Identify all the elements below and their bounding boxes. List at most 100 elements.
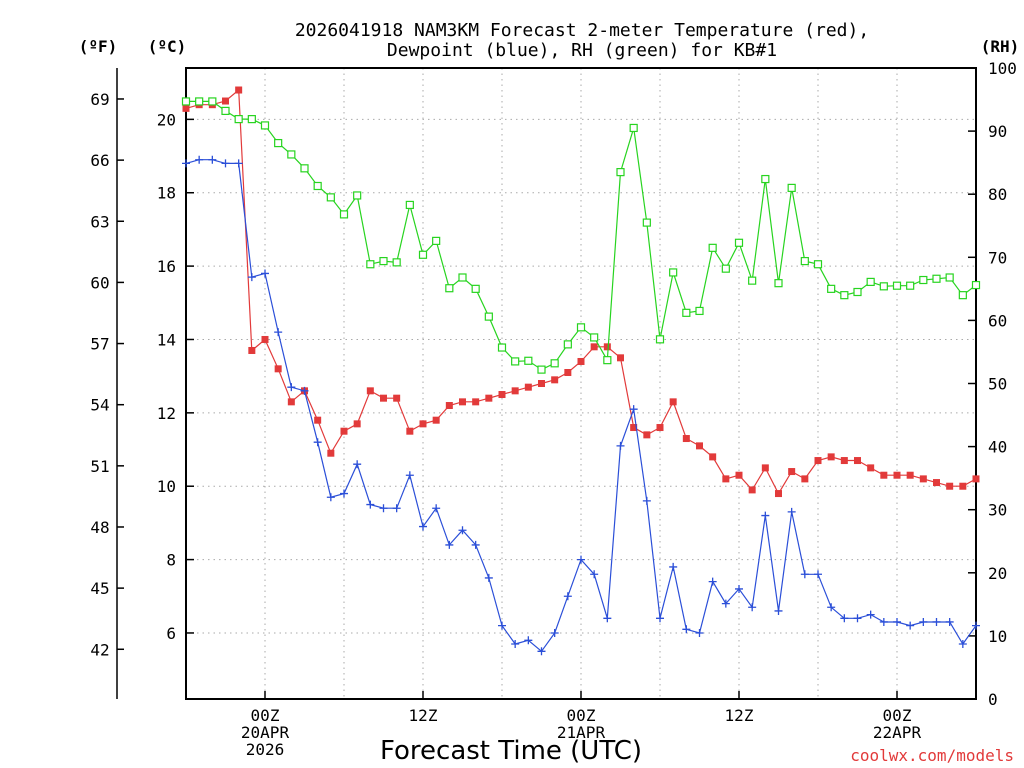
data-point <box>853 614 862 623</box>
data-point <box>682 308 691 317</box>
data-point <box>774 606 783 615</box>
celsius-tick-label: 6 <box>166 624 176 643</box>
data-point <box>906 281 915 290</box>
data-point <box>379 256 388 266</box>
data-point <box>221 106 230 116</box>
data-point <box>274 138 283 148</box>
data-point <box>353 191 362 200</box>
data-point <box>340 427 348 435</box>
data-point <box>327 449 335 457</box>
data-point <box>235 86 243 94</box>
data-point <box>313 438 322 447</box>
data-point <box>933 479 940 487</box>
fahrenheit-tick-label: 48 <box>90 518 109 537</box>
data-point <box>840 457 848 465</box>
data-point <box>563 592 572 601</box>
rh-tick-label: 0 <box>988 690 998 709</box>
fahrenheit-tick-label: 60 <box>90 273 109 292</box>
data-point <box>919 475 927 483</box>
data-point <box>326 493 335 502</box>
data-point <box>511 387 519 395</box>
x-tick-label: 20APR <box>241 723 290 742</box>
data-point <box>339 210 349 219</box>
data-point <box>380 394 387 402</box>
data-point <box>867 464 875 472</box>
x-tick-label: 12Z <box>725 706 754 725</box>
data-point <box>524 636 533 645</box>
data-point <box>629 405 638 414</box>
data-point <box>247 115 256 124</box>
data-point <box>709 453 717 461</box>
data-point <box>800 256 809 266</box>
data-point <box>603 614 612 623</box>
data-point <box>932 274 941 283</box>
data-point <box>656 424 664 432</box>
rh-tick-label: 50 <box>988 375 1007 394</box>
data-point <box>748 603 757 612</box>
data-point <box>261 269 269 278</box>
data-point <box>708 577 717 586</box>
data-point <box>287 398 295 406</box>
data-point <box>577 555 585 564</box>
data-point <box>274 328 283 337</box>
fahrenheit-tick-label: 42 <box>90 640 109 659</box>
data-point <box>906 621 915 630</box>
data-point <box>643 431 651 439</box>
data-point <box>498 391 506 399</box>
data-point <box>616 441 625 450</box>
data-point <box>854 457 861 465</box>
data-point <box>287 383 296 392</box>
data-point <box>813 260 823 269</box>
data-point <box>393 394 401 402</box>
data-point <box>787 183 796 192</box>
data-point <box>181 97 191 106</box>
x-tick-label: 00Z <box>883 706 912 725</box>
data-point <box>603 356 612 365</box>
rh-tick-label: 10 <box>988 627 1007 646</box>
data-point <box>287 150 296 159</box>
data-point <box>748 276 757 285</box>
data-point <box>971 280 981 290</box>
data-point <box>260 121 270 130</box>
data-point <box>708 243 717 252</box>
rh-unit-label: (RH) <box>981 37 1020 56</box>
rh-tick-label: 70 <box>988 248 1007 267</box>
data-point <box>734 238 744 247</box>
data-point <box>696 442 703 450</box>
data-point <box>617 354 624 362</box>
data-point <box>919 617 928 626</box>
data-point <box>669 562 678 571</box>
data-point <box>432 504 441 513</box>
data-point <box>432 416 440 424</box>
data-point <box>484 573 493 582</box>
data-point <box>748 486 756 494</box>
data-point <box>445 402 453 410</box>
data-point <box>721 264 730 273</box>
data-point <box>458 526 467 535</box>
celsius-tick-label: 18 <box>157 184 176 203</box>
data-point <box>892 281 902 290</box>
x-axis-title: Forecast Time (UTC) <box>380 736 642 766</box>
data-point <box>511 357 520 366</box>
data-point <box>814 457 822 465</box>
data-point <box>972 621 980 630</box>
data-point <box>484 312 493 321</box>
data-point <box>840 614 849 623</box>
fahrenheit-unit-label: (ºF) <box>79 37 118 56</box>
data-point <box>682 625 691 634</box>
data-point <box>919 275 928 285</box>
data-point <box>366 500 375 509</box>
data-point <box>208 155 217 164</box>
data-point <box>458 273 467 282</box>
data-point <box>471 540 480 549</box>
rh-tick-label: 80 <box>988 185 1007 204</box>
data-point <box>577 357 585 365</box>
series-dewpoint <box>182 155 980 656</box>
data-point <box>695 628 704 637</box>
data-point <box>472 398 480 406</box>
data-point <box>234 159 243 168</box>
data-point <box>564 368 572 376</box>
fahrenheit-tick-label: 45 <box>90 579 109 598</box>
data-point <box>958 291 967 300</box>
x-tick-label: 12Z <box>409 706 438 725</box>
